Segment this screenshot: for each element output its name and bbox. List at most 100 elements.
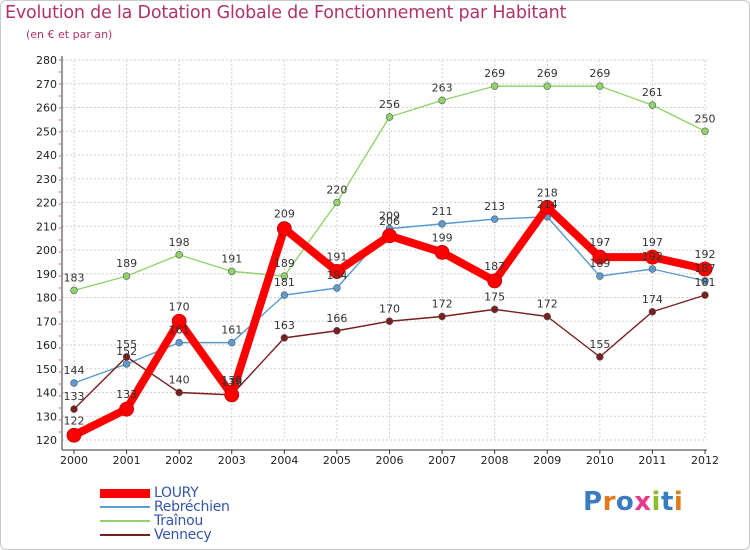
data-point	[280, 291, 289, 299]
data-point	[224, 387, 240, 403]
data-label: 144	[64, 364, 85, 377]
data-point	[596, 272, 604, 280]
data-label: 261	[642, 86, 663, 99]
y-tick-label: 250	[36, 125, 57, 138]
legend-swatch	[100, 489, 150, 498]
data-label: 155	[116, 338, 137, 351]
data-point	[543, 312, 551, 321]
data-label: 220	[326, 184, 347, 197]
data-label: 174	[642, 293, 663, 306]
data-label: 140	[169, 374, 190, 387]
data-point	[701, 127, 709, 135]
data-point	[438, 312, 446, 321]
data-point	[70, 379, 78, 387]
data-point	[701, 277, 709, 285]
y-tick-label: 240	[36, 149, 57, 162]
data-label: 218	[537, 186, 558, 199]
data-point	[697, 261, 713, 277]
x-tick-label: 2003	[218, 454, 246, 467]
y-tick-label: 150	[36, 363, 57, 376]
data-point	[701, 291, 709, 299]
series-lines	[66, 82, 713, 443]
data-label: 163	[274, 319, 295, 332]
data-point	[333, 284, 341, 292]
y-tick-label: 140	[36, 387, 57, 400]
data-point	[438, 220, 446, 228]
data-label: 139	[221, 374, 242, 387]
data-labels: 183 189 198 191 189 220 256 263 269 269 269 261 250 1…	[64, 67, 716, 427]
data-point	[276, 221, 292, 237]
data-point	[645, 249, 660, 265]
y-tick-label: 160	[36, 339, 57, 352]
y-tick-label: 210	[36, 220, 57, 233]
logo-letter: P	[583, 487, 603, 517]
logo-letter: r	[602, 487, 616, 517]
x-tick-label: 2011	[638, 454, 666, 467]
data-label: 152	[116, 345, 137, 358]
data-point	[487, 273, 503, 289]
data-point	[175, 338, 183, 347]
x-tick-label: 2007	[428, 454, 456, 467]
data-label: 181	[695, 276, 716, 289]
data-label: 206	[379, 215, 400, 228]
data-point	[228, 338, 236, 347]
data-label: 209	[379, 210, 400, 223]
data-label: 209	[274, 208, 295, 221]
data-label: 161	[169, 324, 190, 337]
data-label: 187	[695, 262, 716, 275]
y-tick-label: 200	[36, 244, 57, 257]
data-point	[175, 388, 183, 397]
data-point	[280, 334, 289, 342]
data-label: 122	[64, 414, 85, 427]
data-point	[280, 272, 289, 280]
proxiti-logo: Proxiti	[583, 487, 683, 517]
x-tick-label: 2000	[60, 454, 88, 467]
data-label: 269	[484, 67, 505, 80]
data-label: 133	[116, 388, 137, 401]
data-label: 172	[537, 298, 558, 311]
data-label: 191	[221, 252, 242, 265]
data-point	[66, 427, 82, 443]
chart-subtitle: (en € et par an)	[26, 28, 113, 41]
data-point	[171, 313, 187, 329]
data-point	[596, 353, 604, 361]
data-label: 191	[326, 250, 347, 263]
data-label: 184	[326, 269, 347, 282]
data-point	[119, 401, 134, 417]
data-label: 199	[432, 231, 453, 244]
data-label: 139	[221, 376, 242, 389]
data-label: 133	[64, 390, 85, 403]
legend-swatch	[100, 520, 150, 522]
data-label: 161	[221, 324, 242, 337]
y-tick-label: 230	[36, 173, 57, 186]
x-tick-label: 2006	[376, 454, 404, 467]
data-point	[382, 228, 397, 244]
data-label: 192	[695, 248, 716, 261]
data-point	[333, 198, 341, 207]
logo-letter: o	[615, 487, 635, 517]
logo-letter: i	[651, 487, 661, 517]
data-label: 170	[169, 300, 190, 313]
y-tick-label: 220	[36, 197, 57, 210]
data-label: 213	[484, 200, 505, 213]
data-label: 256	[379, 98, 400, 111]
x-tick-label: 2008	[481, 454, 509, 467]
chart-title: Evolution de la Dotation Globale de Fonc…	[5, 3, 567, 23]
x-tick-label: 2010	[586, 454, 614, 467]
x-tick-label: 2009	[533, 454, 561, 467]
data-point	[70, 286, 78, 295]
x-tick-label: 2004	[270, 454, 298, 467]
data-point	[490, 215, 499, 223]
y-tick-label: 260	[36, 102, 57, 115]
logo-letter: t	[660, 487, 674, 517]
legend-label: Vennecy	[154, 527, 212, 543]
x-tick-label: 2005	[323, 454, 351, 467]
data-point	[333, 327, 341, 335]
data-point	[385, 113, 394, 121]
data-label: 269	[537, 67, 558, 80]
data-label: 189	[589, 257, 610, 270]
data-point	[648, 265, 657, 273]
axes: 120 130 140 150 160 170 180 190 200 210 220 230 240 2…	[36, 54, 719, 467]
data-point	[648, 308, 657, 316]
